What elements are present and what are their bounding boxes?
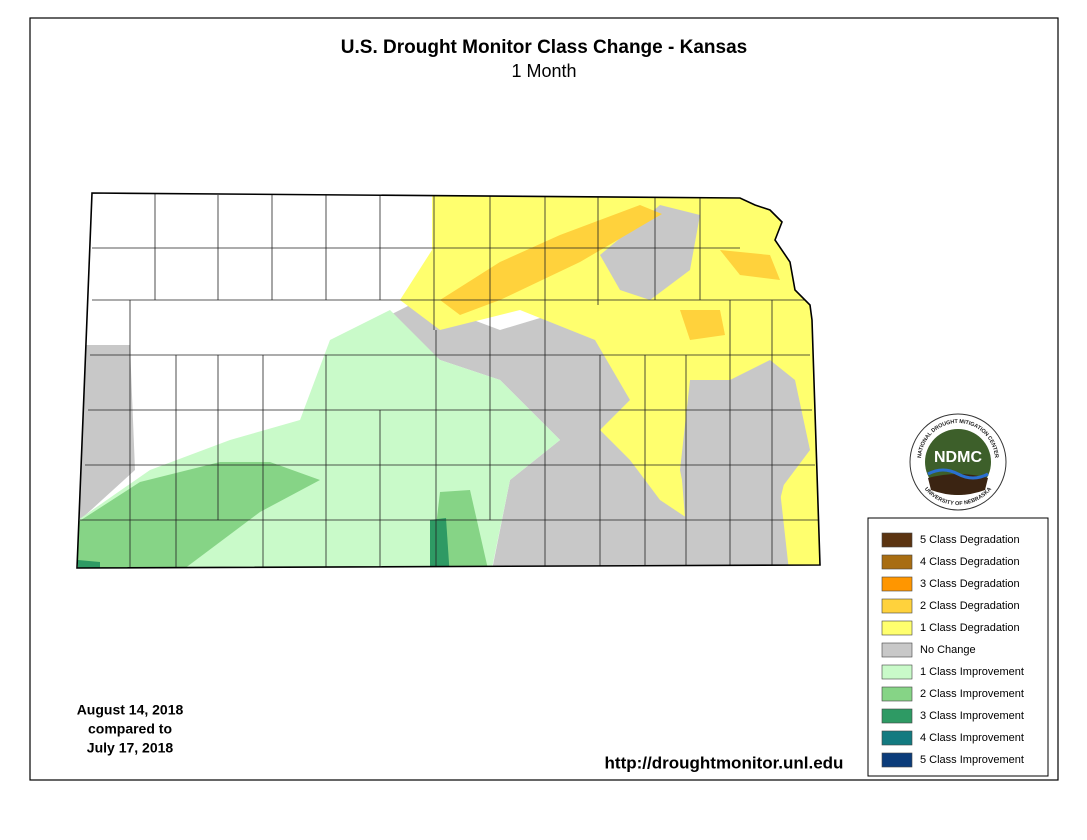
legend-swatch [881, 730, 913, 746]
legend-label: 1 Class Degradation [920, 622, 1020, 634]
drought-region [720, 250, 780, 280]
date-block: August 14, 2018 compared to July 17, 2018 [77, 702, 184, 756]
date-line: August 14, 2018 [77, 702, 184, 718]
legend-swatch [881, 752, 913, 768]
legend-swatch [881, 598, 913, 614]
state-outline [76, 192, 821, 569]
legend: 5 Class Degradation 4 Class Degradation 3 … [881, 532, 1024, 768]
legend-swatch [881, 708, 913, 724]
legend-label: 1 Class Improvement [920, 666, 1024, 678]
drought-region [77, 345, 135, 520]
legend-label: 2 Class Improvement [920, 688, 1024, 700]
ndmc-logo: NDMC NATIONAL DROUGHT MITIGATION CENTER … [909, 413, 1007, 511]
date-line: July 17, 2018 [87, 740, 174, 756]
legend-swatch [881, 686, 913, 702]
drought-region [78, 560, 100, 568]
legend-label: 3 Class Improvement [920, 710, 1024, 722]
map-subtitle: 1 Month [511, 61, 576, 81]
source-url: http://droughtmonitor.unl.edu [605, 753, 844, 772]
county-lines [80, 193, 818, 568]
drought-region [680, 310, 725, 340]
logo-wave [927, 468, 989, 480]
legend-label: 4 Class Improvement [920, 732, 1024, 744]
drought-region [440, 205, 662, 315]
legend-label: 5 Class Improvement [920, 754, 1024, 766]
legend-swatch [881, 554, 913, 570]
state-map [77, 193, 820, 568]
logo-text: NDMC [934, 449, 982, 466]
drought-region [78, 462, 320, 568]
legend-swatch [881, 532, 913, 548]
map-title: U.S. Drought Monitor Class Change - Kans… [341, 37, 747, 58]
legend-swatch [881, 620, 913, 636]
legend-swatch [881, 576, 913, 592]
legend-label: 3 Class Degradation [920, 578, 1020, 590]
drought-region [430, 518, 450, 568]
legend-label: 2 Class Degradation [920, 600, 1020, 612]
legend-swatch [881, 664, 913, 680]
legend-label: 5 Class Degradation [920, 534, 1020, 546]
date-line: compared to [88, 721, 172, 737]
drought-region [682, 390, 785, 568]
legend-swatch [881, 642, 913, 658]
drought-region [600, 205, 700, 300]
legend-label: No Change [920, 644, 976, 656]
legend-label: 4 Class Degradation [920, 556, 1020, 568]
